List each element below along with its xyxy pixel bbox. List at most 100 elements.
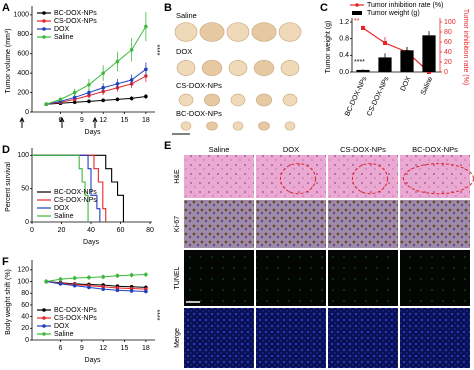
series-line: [46, 281, 146, 290]
legend-label: DOX: [54, 323, 70, 330]
treatment-arrow: [19, 116, 25, 128]
x-axis-label: Days: [85, 357, 101, 364]
y-tick-label: 50: [21, 186, 29, 193]
tumor-photo: [251, 22, 277, 42]
panel-letter: C: [320, 2, 328, 14]
y-tick-label: 600: [17, 51, 29, 58]
legend-label: Saline: [54, 34, 74, 41]
data-point: [383, 41, 387, 45]
tumor-photo: [176, 60, 196, 76]
x-tick-label: 12: [99, 117, 107, 124]
data-point: [87, 285, 91, 290]
lesion-outline: [352, 163, 388, 195]
treatment-arrow: [92, 116, 98, 128]
y-tick-label: 60: [21, 302, 29, 309]
tumor-photo: [230, 93, 246, 107]
micrograph: [184, 155, 254, 198]
data-point: [101, 98, 105, 103]
legend-swatch: [352, 11, 362, 15]
tumor-photo: [174, 22, 198, 42]
legend-marker: [42, 308, 46, 312]
series-line: [46, 26, 147, 105]
tumor-photo: [284, 121, 296, 131]
micrograph: [184, 308, 254, 368]
y2-tick-label: 80: [444, 29, 452, 36]
data-point: [87, 83, 91, 87]
micrograph: [328, 155, 398, 198]
legend-marker: [42, 316, 46, 320]
bar: [422, 35, 436, 72]
legend-marker: [42, 35, 46, 39]
y-tick-label: 1000: [13, 12, 29, 19]
data-point: [115, 59, 120, 64]
data-point: [58, 282, 63, 286]
micrograph: [184, 200, 254, 248]
x-tick-label: 9: [80, 117, 84, 124]
legend-label: BC-DOX-NPs: [54, 189, 97, 196]
x-tick-label: 9: [80, 345, 84, 352]
treatment-arrow: [59, 116, 65, 128]
micrograph: [256, 155, 326, 198]
data-point: [72, 276, 77, 280]
legend-marker: [42, 19, 46, 23]
series-line: [46, 75, 147, 105]
y-tick-label: 20: [21, 325, 29, 332]
column-label: CS-DOX-NPs: [340, 145, 386, 154]
series-line: [46, 281, 146, 292]
row-label: DOX: [176, 47, 192, 56]
tumor-photo: [199, 22, 225, 42]
tumor-photo: [282, 93, 298, 107]
panel-letter: D: [2, 144, 10, 156]
series-line: [46, 281, 146, 288]
axis: [31, 260, 155, 341]
annotation: **: [354, 18, 360, 25]
x-tick-label: 0: [30, 227, 34, 234]
annotation: ****: [153, 45, 160, 56]
legend-label: DOX: [54, 205, 70, 212]
tumor-photo: [178, 93, 194, 107]
data-point: [144, 272, 148, 277]
row-label: H&E: [174, 169, 181, 184]
series-line: [32, 154, 89, 222]
y-tick-label: 0: [25, 109, 29, 116]
y2-tick-label: 100: [444, 19, 456, 26]
tumor-photo: [278, 22, 302, 42]
data-point: [129, 96, 134, 101]
row-label: Saline: [176, 11, 197, 20]
panel-letter: A: [2, 2, 10, 14]
y2-tick-label: 60: [444, 39, 452, 46]
data-point: [72, 90, 77, 95]
legend-label: BC-DOX-NPs: [54, 307, 97, 314]
data-point: [129, 273, 134, 277]
data-point: [72, 100, 77, 105]
x-tick-label: 80: [146, 227, 154, 234]
data-point: [72, 283, 77, 288]
legend-label: DOX: [54, 26, 70, 33]
x-tick-label: 15: [121, 345, 129, 352]
data-point: [87, 90, 91, 95]
legend-label: BC-DOX-NPs: [54, 10, 97, 17]
micrograph: [256, 250, 326, 306]
x-axis-label: Days: [83, 239, 99, 246]
y-tick-label: 40: [21, 313, 29, 320]
data-point: [115, 97, 120, 102]
data-point: [58, 277, 63, 282]
row-label: Ki-67: [174, 216, 181, 232]
x-tick-label: 18: [142, 345, 150, 352]
y-tick-label: 100: [17, 152, 29, 159]
x-axis-label: Days: [85, 129, 101, 136]
series-line: [46, 95, 146, 105]
y-tick-label: 0: [25, 337, 29, 344]
y-tick-label: 0.0: [339, 69, 349, 76]
series-line: [32, 154, 107, 222]
data-point: [144, 24, 148, 29]
bar: [356, 69, 370, 72]
tumor-photo: [204, 93, 221, 107]
data-point: [87, 99, 91, 104]
tumor-photo: [232, 121, 244, 131]
micrograph: [256, 200, 326, 248]
micrograph: [400, 155, 470, 198]
data-point: [101, 275, 105, 279]
x-tick-label: 18: [142, 117, 150, 124]
